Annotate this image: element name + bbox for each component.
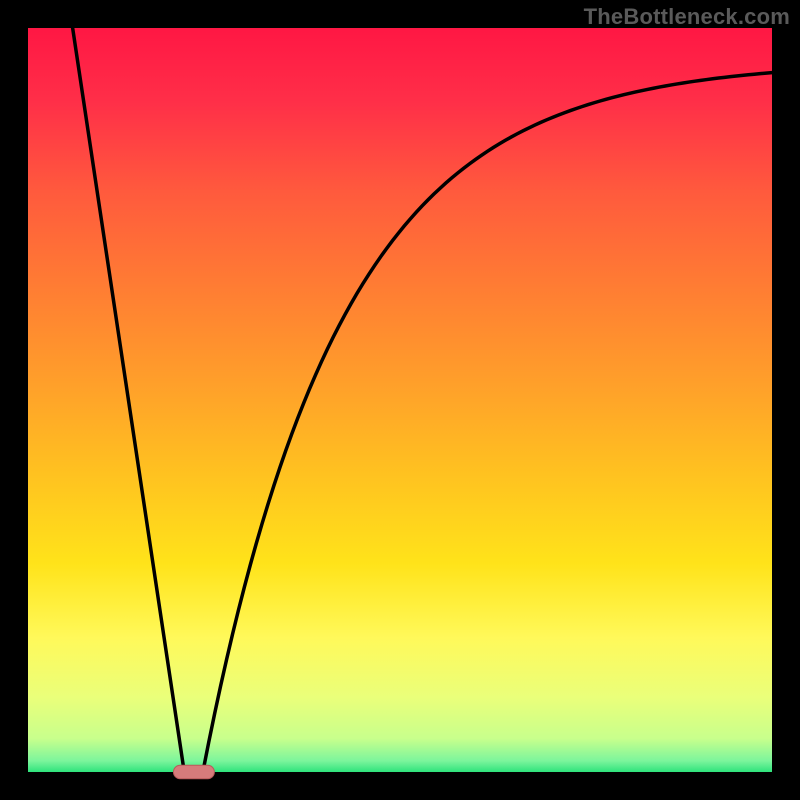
watermark-text: TheBottleneck.com — [584, 4, 790, 30]
minimum-marker — [173, 765, 214, 778]
chart-stage: TheBottleneck.com — [0, 0, 800, 800]
gradient-panel — [28, 28, 772, 772]
chart-svg — [0, 0, 800, 800]
